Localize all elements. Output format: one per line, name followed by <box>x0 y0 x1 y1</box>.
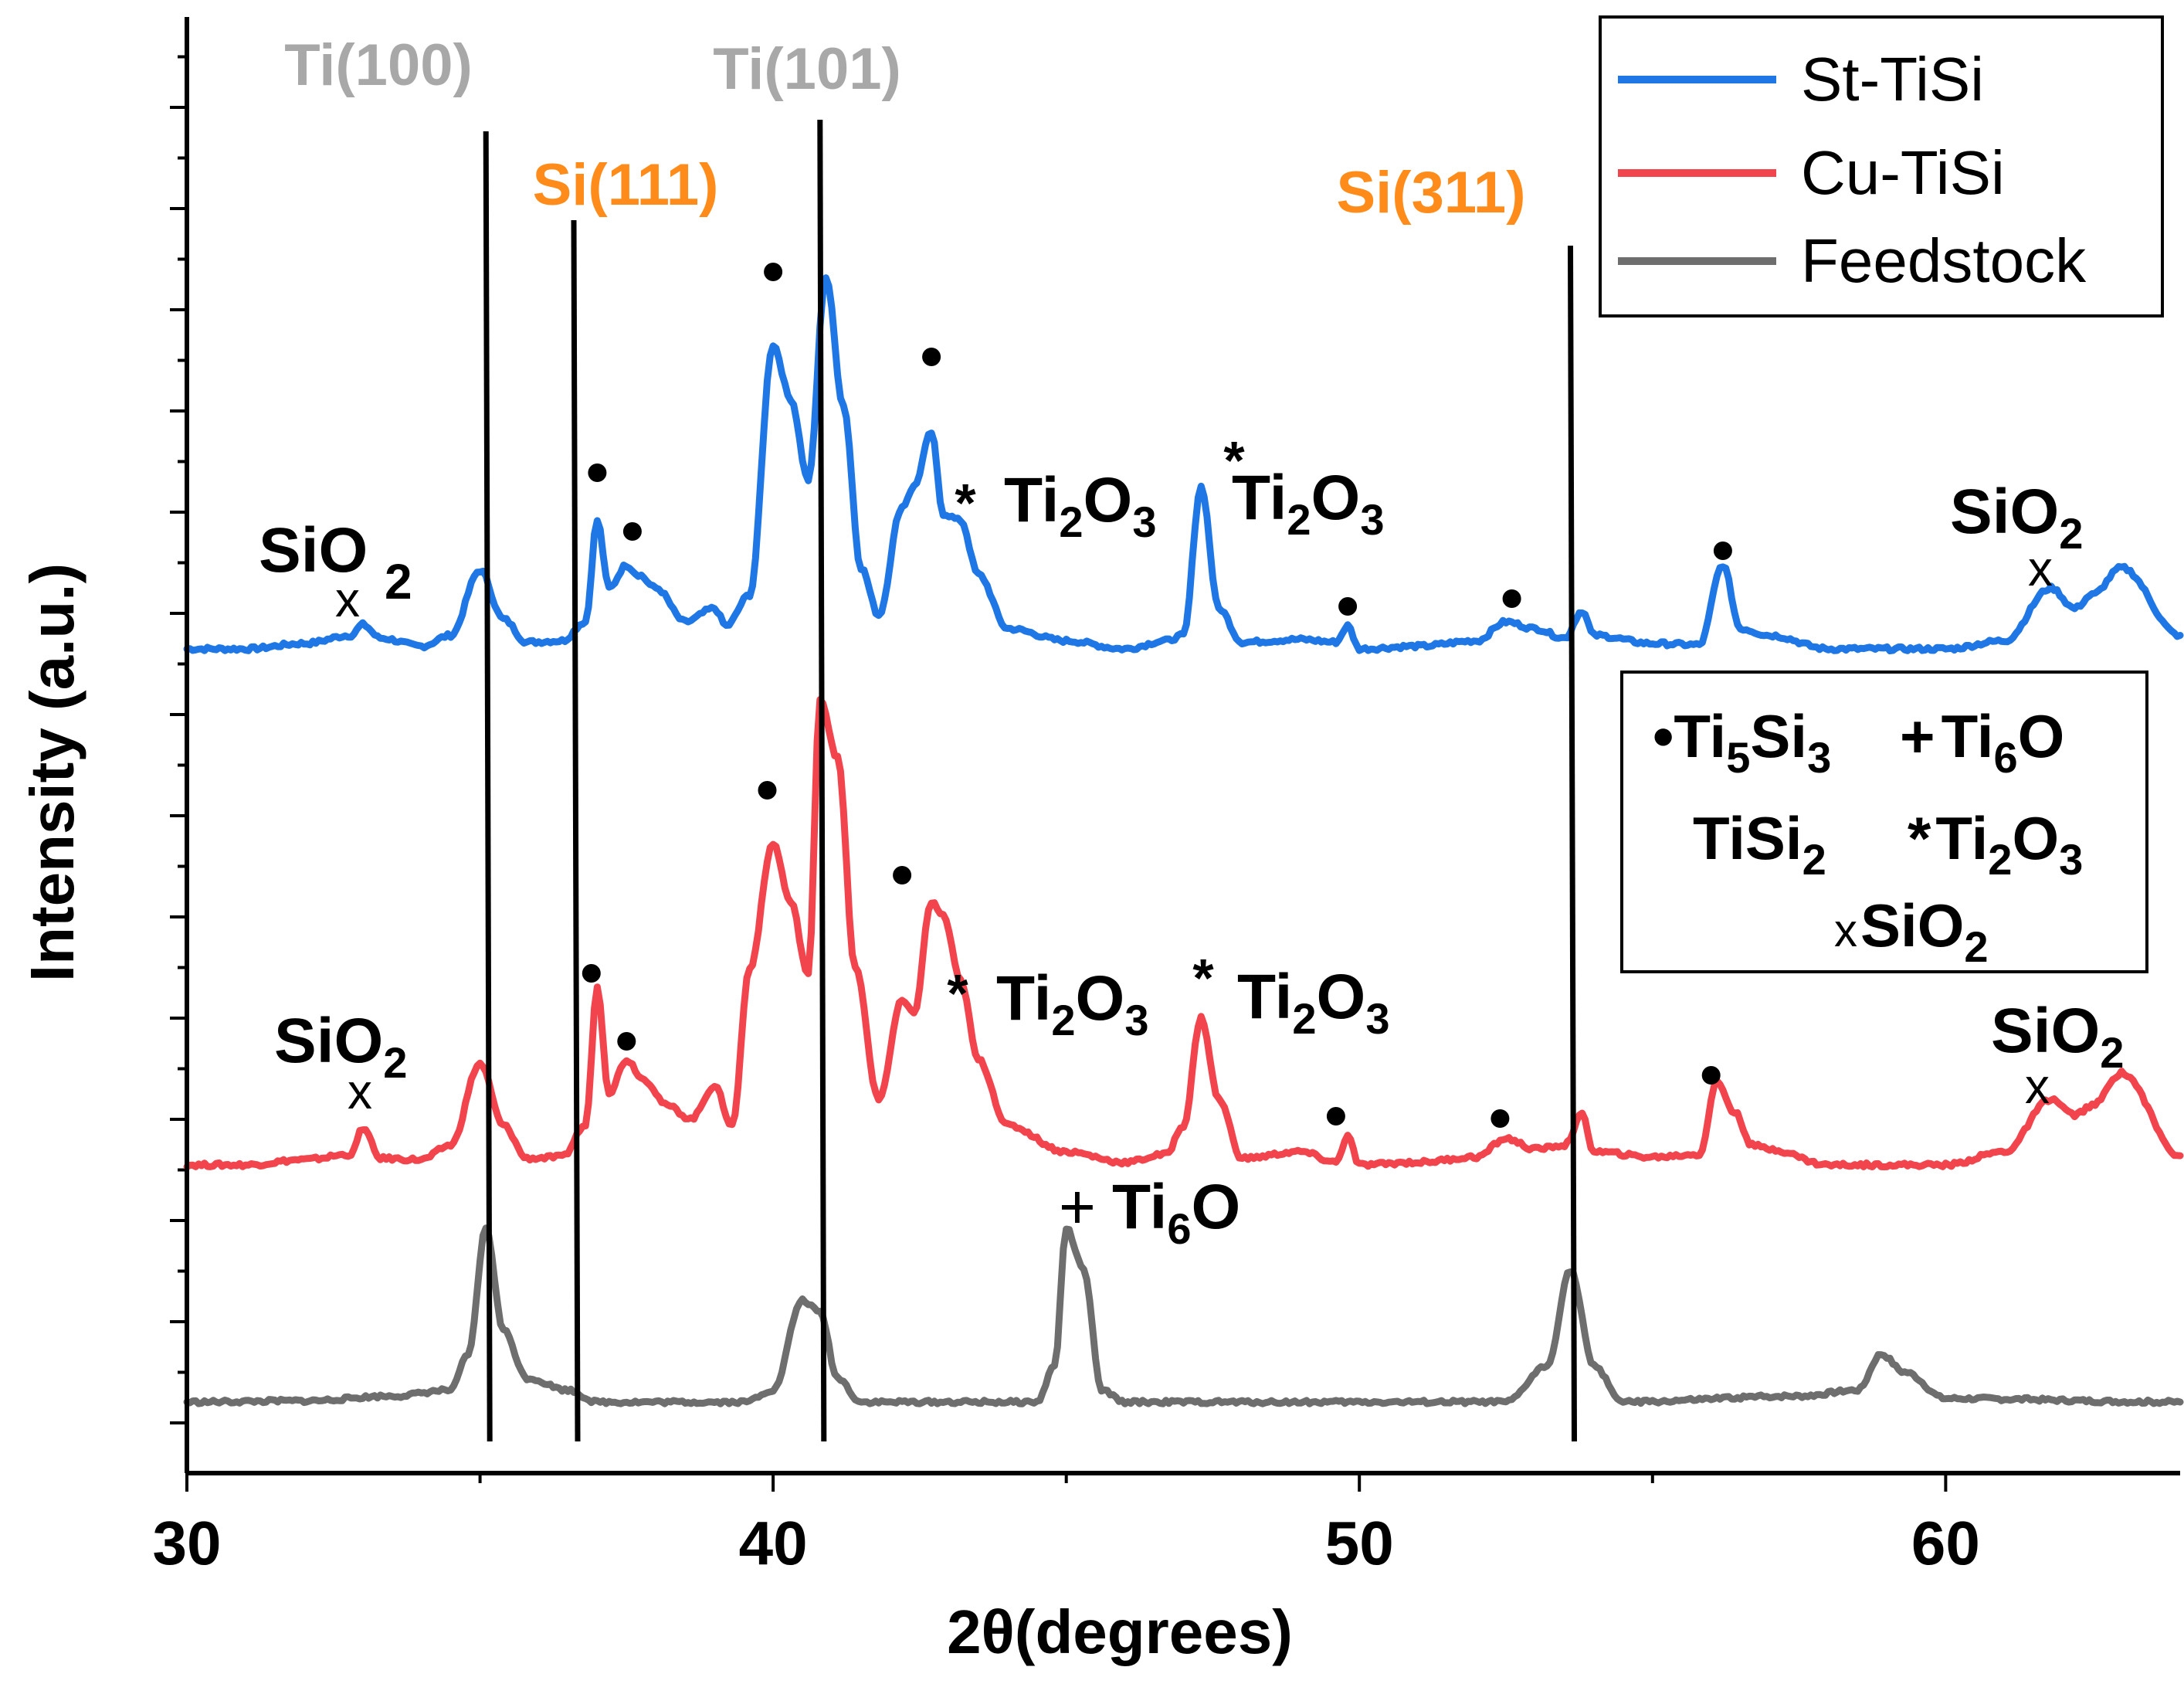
st-sio2-left-marker: x <box>335 572 360 627</box>
cu-sio2-left-label: SiO2 <box>274 1006 407 1087</box>
phase-dot-marker <box>1701 1066 1721 1085</box>
series-line-st-tisi <box>183 274 2184 655</box>
phase-dot-marker <box>582 964 601 983</box>
key-ti5si3: •Ti5Si3 <box>1653 702 1831 782</box>
reference-line-si111 <box>571 219 581 1442</box>
phase-dot-marker <box>922 348 941 366</box>
phase-key: •Ti5Si3 + Ti6O TiSi2 *Ti2O3 xSiO2 <box>1620 671 2148 973</box>
legend-label-st: St-TiSi <box>1801 45 1984 114</box>
axis-ticks <box>170 55 1948 1492</box>
key-sio2: xSiO2 <box>1834 891 1989 971</box>
st-sio2-right-label: SiO2 <box>1950 477 2083 558</box>
series-line-feedstock <box>183 1224 2184 1407</box>
x-tick-labels: 30 40 50 60 <box>153 1509 1980 1577</box>
legend-label-feed: Feedstock <box>1801 226 2087 295</box>
phase-dot-marker <box>893 866 912 884</box>
feed-ti6o-label: Ti6O <box>1112 1172 1240 1253</box>
reference-line-si311 <box>1568 245 1577 1442</box>
st-sio2-right-marker: x <box>2028 541 2053 596</box>
phase-key-box <box>1620 671 2148 973</box>
ref-label-si111: Si(111) <box>533 152 719 218</box>
key-ti2o3: *Ti2O3 <box>1908 804 2083 884</box>
legend-label-cu: Cu-TiSi <box>1801 138 2005 207</box>
x-axis-title: 2θ(degrees) <box>947 1597 1293 1666</box>
cu-sio2-right-label: SiO2 <box>1991 996 2124 1077</box>
reference-line-ti100 <box>483 131 493 1442</box>
series-group <box>183 274 2184 1407</box>
series-line-cu-tisi <box>183 696 2184 1170</box>
feed-ti6o-marker: + <box>1059 1172 1096 1242</box>
cu-ti2o3-marker-2: * <box>1192 948 1214 1008</box>
x-tick-label: 50 <box>1325 1509 1394 1577</box>
key-ti6o: + Ti6O <box>1900 702 2064 782</box>
phase-dot-marker <box>622 522 642 541</box>
cu-ti2o3-marker-1: * <box>947 963 968 1024</box>
st-sio2-left-label: SiO <box>259 515 368 586</box>
st-ti2o3-marker-1: * <box>955 473 976 533</box>
st-sio2-left-sub: 2 <box>385 554 412 609</box>
cu-ti2o3-label-1: Ti2O3 <box>996 963 1149 1044</box>
y-axis-title: Intensity (a.u.) <box>18 563 86 982</box>
phase-dot-marker <box>588 463 607 482</box>
st-ti2o3-label-2: Ti2O3 <box>1232 463 1385 544</box>
key-tisi2: TiSi2 <box>1693 804 1826 884</box>
cu-sio2-left-marker: x <box>348 1064 372 1119</box>
x-tick-label: 60 <box>1911 1509 1980 1577</box>
st-ti2o3-label-1: Ti2O3 <box>1004 465 1157 546</box>
phase-dot-marker <box>758 781 777 800</box>
st-ti2o3-marker-2: * <box>1223 430 1245 491</box>
x-tick-label: 30 <box>153 1509 222 1577</box>
phase-dot-marker <box>1713 542 1732 560</box>
phase-dot-markers <box>582 263 1732 1128</box>
legend: St-TiSi Cu-TiSi Feedstock <box>1599 15 2164 317</box>
cu-sio2-right-marker: x <box>2025 1058 2050 1114</box>
ref-label-ti101: Ti(101) <box>713 36 901 102</box>
x-tick-label: 40 <box>739 1509 808 1577</box>
phase-dot-marker <box>617 1032 636 1051</box>
phase-dot-marker <box>1338 597 1358 616</box>
reference-line-ti101 <box>817 119 827 1442</box>
reference-lines <box>483 119 1577 1442</box>
phase-dot-marker <box>1326 1107 1345 1125</box>
ref-label-si311: Si(311) <box>1336 160 1525 226</box>
phase-dot-marker <box>764 263 783 281</box>
phase-dot-marker <box>1502 589 1521 608</box>
phase-dot-marker <box>1490 1109 1510 1128</box>
ref-label-ti100: Ti(100) <box>284 32 473 98</box>
legend-box <box>1599 15 2164 317</box>
cu-ti2o3-label-2: Ti2O3 <box>1237 962 1390 1043</box>
